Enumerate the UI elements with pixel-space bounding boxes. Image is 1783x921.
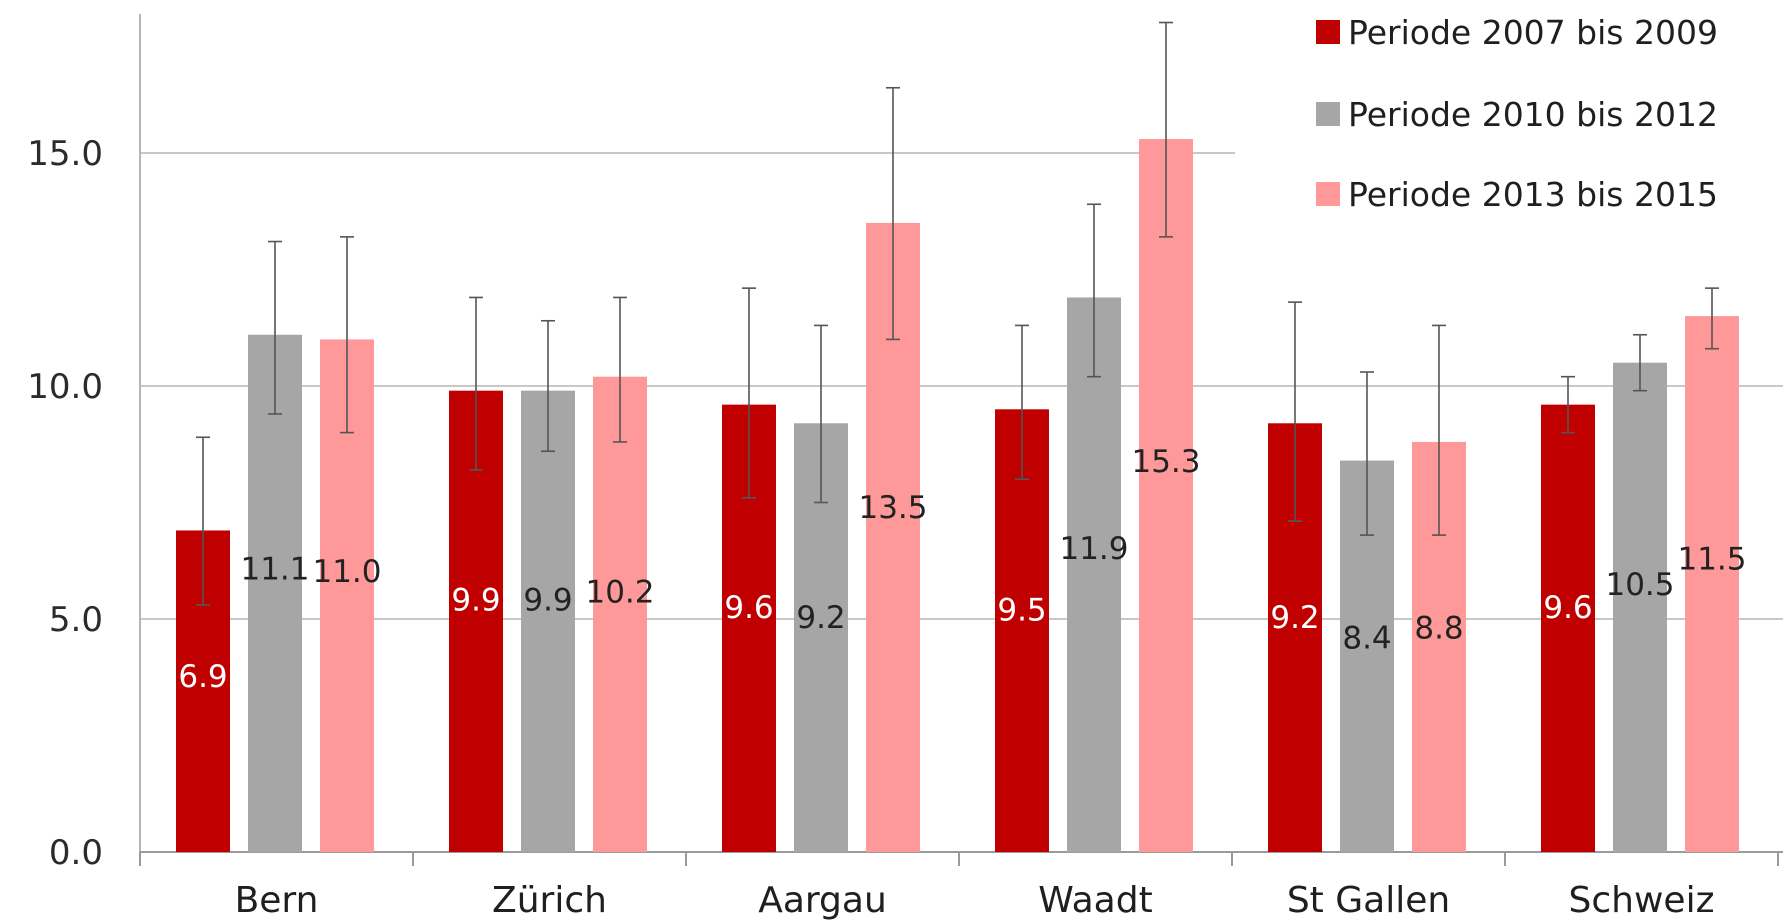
- data-label: 10.2: [585, 575, 654, 611]
- data-label: 8.4: [1342, 621, 1391, 657]
- category-label: Waadt: [1038, 880, 1152, 921]
- data-label: 9.9: [451, 582, 500, 618]
- data-label: 11.1: [240, 552, 309, 588]
- category-label: St Gallen: [1287, 880, 1450, 921]
- legend-swatch: [1316, 102, 1340, 126]
- data-label: 9.6: [724, 590, 773, 626]
- grid-lines: [140, 152, 1783, 620]
- y-tick-label: 0.0: [49, 833, 103, 873]
- data-label: 10.5: [1605, 567, 1674, 603]
- data-label: 11.9: [1059, 531, 1128, 567]
- data-label: 9.6: [1543, 590, 1592, 626]
- bars: [176, 139, 1739, 853]
- category-label: Schweiz: [1569, 880, 1715, 921]
- data-label: 9.2: [1270, 600, 1319, 636]
- category-labels: Bern Zürich Aargau Waadt St Gallen Schweiz: [235, 880, 1715, 921]
- legend-label: Periode 2010 bis 2012: [1348, 95, 1718, 134]
- data-label: 9.2: [796, 600, 845, 636]
- data-label: 13.5: [858, 490, 927, 526]
- category-label: Zürich: [492, 880, 607, 921]
- legend-swatch: [1316, 182, 1340, 206]
- axes: [139, 14, 1783, 866]
- bar: [1541, 404, 1595, 852]
- bar: [1067, 297, 1121, 853]
- y-tick-label: 10.0: [27, 367, 103, 407]
- bar: [1613, 362, 1667, 852]
- data-label: 11.5: [1677, 541, 1746, 577]
- bar: [593, 376, 647, 852]
- bar: [248, 334, 302, 852]
- legend: Periode 2007 bis 2009 Periode 2010 bis 20…: [1316, 13, 1718, 214]
- data-label: 8.8: [1414, 610, 1463, 646]
- bar: [995, 409, 1049, 852]
- data-label: 9.9: [523, 582, 572, 618]
- y-tick-label: 5.0: [49, 600, 103, 640]
- y-tick-label: 15.0: [27, 134, 103, 174]
- data-label: 9.5: [997, 593, 1046, 629]
- category-label: Aargau: [758, 880, 887, 921]
- data-label: 6.9: [178, 659, 227, 695]
- bar: [1685, 316, 1739, 853]
- data-label: 11.0: [312, 554, 381, 590]
- category-label: Bern: [235, 880, 319, 921]
- bar: [1139, 139, 1193, 852]
- bar: [521, 390, 575, 852]
- y-tick-labels: 0.0 5.0 10.0 15.0: [27, 134, 103, 873]
- error-bars: [196, 21, 1719, 606]
- legend-swatch: [1316, 20, 1340, 44]
- data-labels: 6.9 11.1 11.0 9.9 9.9 10.2 9.6 9.2 13.5 9.5 11.9 15…: [178, 444, 1746, 695]
- data-label: 15.3: [1131, 444, 1200, 480]
- legend-label: Periode 2007 bis 2009: [1348, 13, 1718, 52]
- legend-label: Periode 2013 bis 2015: [1348, 175, 1718, 214]
